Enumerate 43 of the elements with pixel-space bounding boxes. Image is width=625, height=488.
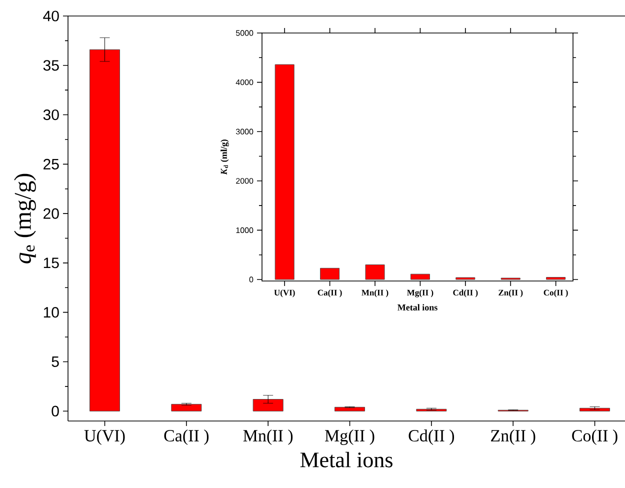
y-tick-label: 4000 xyxy=(236,79,254,86)
y-tick-label: 1000 xyxy=(236,227,254,234)
x-tick-label: U(VI) xyxy=(84,430,125,445)
y-tick-label: 30 xyxy=(43,109,59,120)
y-tick-label: 35 xyxy=(43,60,59,71)
x-tick-label: Ca(II ) xyxy=(164,430,209,445)
x-tick-label: Zn(II ) xyxy=(491,430,536,445)
bar xyxy=(365,264,385,280)
y-tick-label: 5000 xyxy=(236,30,254,36)
bar xyxy=(546,277,566,280)
x-tick-label: Mn(II ) xyxy=(362,290,388,298)
y-tick-label: 3000 xyxy=(236,128,254,134)
bar xyxy=(274,64,294,280)
x-tick-label: Mg(II ) xyxy=(407,290,434,298)
x-tick-label: Zn(II ) xyxy=(498,290,523,298)
x-tick-label: Co(II ) xyxy=(572,430,618,445)
y-tick-label: 0 xyxy=(52,406,59,416)
y-tick-label: 10 xyxy=(44,307,59,318)
y-tick-label: 2000 xyxy=(236,178,254,184)
y-tick-label: 40 xyxy=(43,10,59,22)
y-tick-label: 20 xyxy=(44,208,59,219)
y-axis-title: q$_{e}$ (mg/g) xyxy=(14,174,36,264)
x-axis-title: Metal ions xyxy=(300,452,392,468)
x-tick-label: U(VI) xyxy=(274,290,295,298)
x-tick-label: Co(II ) xyxy=(544,290,568,298)
x-tick-label: Cd(II ) xyxy=(408,430,454,445)
x-tick-label: Cd(II ) xyxy=(453,290,478,298)
y-tick-label: 25 xyxy=(44,158,59,170)
x-tick-label: Mg(II ) xyxy=(324,430,374,445)
bar xyxy=(580,408,610,412)
bar xyxy=(171,404,202,412)
x-tick-label: Ca(II ) xyxy=(318,290,342,298)
bar xyxy=(320,268,340,280)
x-tick-label: Mn(II ) xyxy=(243,430,293,445)
y-axis-title: K$_{d}$ (ml/g) xyxy=(220,140,229,175)
bar xyxy=(410,274,430,280)
bar xyxy=(334,406,366,412)
y-tick-label: 5 xyxy=(52,356,59,367)
bar xyxy=(252,399,284,412)
y-tick-label: 0 xyxy=(249,276,254,282)
y-tick-label: 15 xyxy=(44,258,59,268)
x-axis-title: Metal ions xyxy=(398,304,438,310)
bar xyxy=(90,49,120,412)
